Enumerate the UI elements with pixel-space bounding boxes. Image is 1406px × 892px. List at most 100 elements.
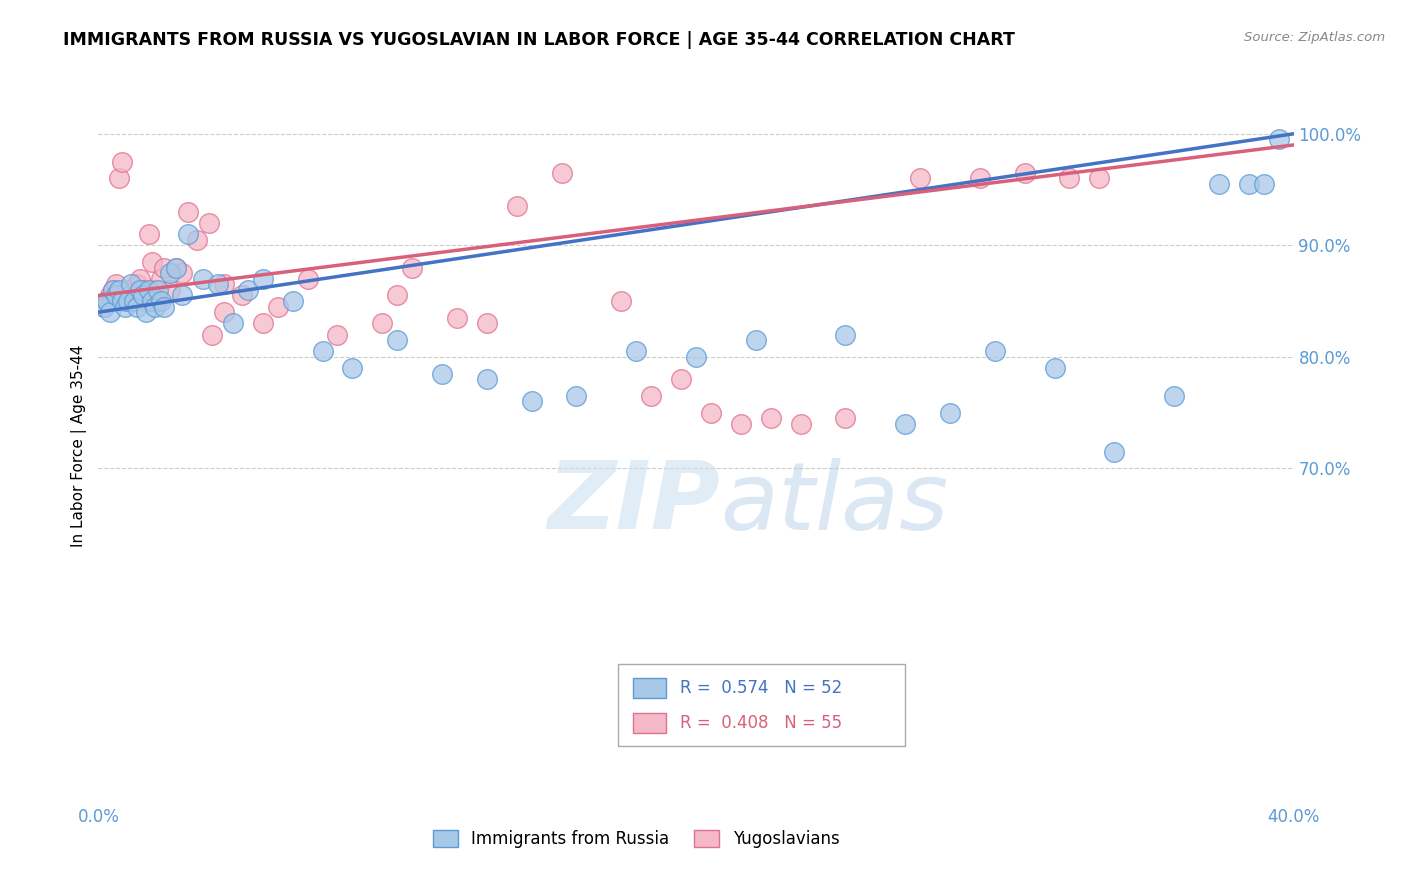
Point xyxy=(201,327,224,342)
Point xyxy=(148,283,170,297)
Point xyxy=(311,344,333,359)
FancyBboxPatch shape xyxy=(633,713,666,732)
Point xyxy=(252,316,274,330)
FancyBboxPatch shape xyxy=(633,678,666,698)
Point xyxy=(1237,177,1260,191)
Point xyxy=(135,293,157,308)
Point xyxy=(550,166,572,180)
Point xyxy=(401,260,423,275)
Point xyxy=(789,417,811,431)
Point xyxy=(186,233,208,247)
Point xyxy=(141,293,163,308)
Point xyxy=(730,417,752,431)
Point xyxy=(297,271,319,285)
Point xyxy=(172,266,194,280)
Point xyxy=(610,293,633,308)
Point xyxy=(132,283,155,297)
Point xyxy=(700,405,723,420)
Point xyxy=(153,300,176,314)
Point xyxy=(212,277,235,292)
Point xyxy=(127,300,149,314)
Point xyxy=(150,271,173,285)
Point xyxy=(222,316,245,330)
Point xyxy=(267,300,290,314)
Point xyxy=(1253,177,1275,191)
Point xyxy=(236,283,259,297)
Point xyxy=(93,300,115,314)
Point xyxy=(640,389,662,403)
Point xyxy=(1267,132,1289,146)
Point xyxy=(198,216,221,230)
Point xyxy=(446,310,468,325)
Point xyxy=(177,204,200,219)
Point xyxy=(669,372,692,386)
Point xyxy=(1043,361,1066,376)
Point xyxy=(148,293,170,308)
Point xyxy=(894,417,917,431)
Point xyxy=(138,283,160,297)
Point xyxy=(159,266,181,280)
Point xyxy=(685,350,707,364)
Point xyxy=(105,288,128,302)
Point xyxy=(520,394,543,409)
Point xyxy=(252,271,274,285)
Point xyxy=(93,300,115,314)
Point xyxy=(111,293,134,308)
Point xyxy=(430,367,453,381)
Point xyxy=(231,288,253,302)
Point xyxy=(111,154,134,169)
Point xyxy=(207,277,229,292)
Point xyxy=(117,293,139,308)
Point xyxy=(565,389,588,403)
Point xyxy=(117,283,139,297)
Point xyxy=(103,283,125,297)
Text: R =  0.574   N = 52: R = 0.574 N = 52 xyxy=(681,680,842,698)
Point xyxy=(129,271,152,285)
Text: Source: ZipAtlas.com: Source: ZipAtlas.com xyxy=(1244,31,1385,45)
Text: ZIP: ZIP xyxy=(547,457,720,549)
Point xyxy=(141,255,163,269)
Point xyxy=(108,283,131,297)
Point xyxy=(129,283,152,297)
Point xyxy=(132,288,155,302)
Point xyxy=(939,405,962,420)
Point xyxy=(969,171,991,186)
Point xyxy=(475,316,498,330)
Point xyxy=(138,227,160,241)
Point xyxy=(1208,177,1230,191)
Point xyxy=(103,283,125,297)
Point xyxy=(98,305,122,319)
Point xyxy=(165,260,187,275)
Point xyxy=(177,227,200,241)
Point xyxy=(475,372,498,386)
Point xyxy=(127,277,149,292)
Point xyxy=(1014,166,1036,180)
Point xyxy=(135,305,157,319)
Point xyxy=(153,260,176,275)
Point xyxy=(98,288,122,302)
Point xyxy=(1104,444,1126,458)
Point xyxy=(1163,389,1185,403)
Point xyxy=(212,305,235,319)
Y-axis label: In Labor Force | Age 35-44: In Labor Force | Age 35-44 xyxy=(72,345,87,547)
Point xyxy=(1059,171,1081,186)
Point xyxy=(385,333,409,347)
Point xyxy=(114,293,136,308)
Point xyxy=(626,344,648,359)
Point xyxy=(191,271,214,285)
FancyBboxPatch shape xyxy=(619,664,905,746)
Point xyxy=(759,411,782,425)
Point xyxy=(371,316,394,330)
Point xyxy=(745,333,768,347)
Point xyxy=(984,344,1007,359)
Point xyxy=(124,293,146,308)
Point xyxy=(281,293,304,308)
Point xyxy=(143,283,166,297)
Point xyxy=(834,327,856,342)
Point xyxy=(834,411,856,425)
Point xyxy=(1088,171,1111,186)
Point xyxy=(120,288,142,302)
Point xyxy=(165,260,187,275)
Point xyxy=(159,283,181,297)
Point xyxy=(326,327,349,342)
